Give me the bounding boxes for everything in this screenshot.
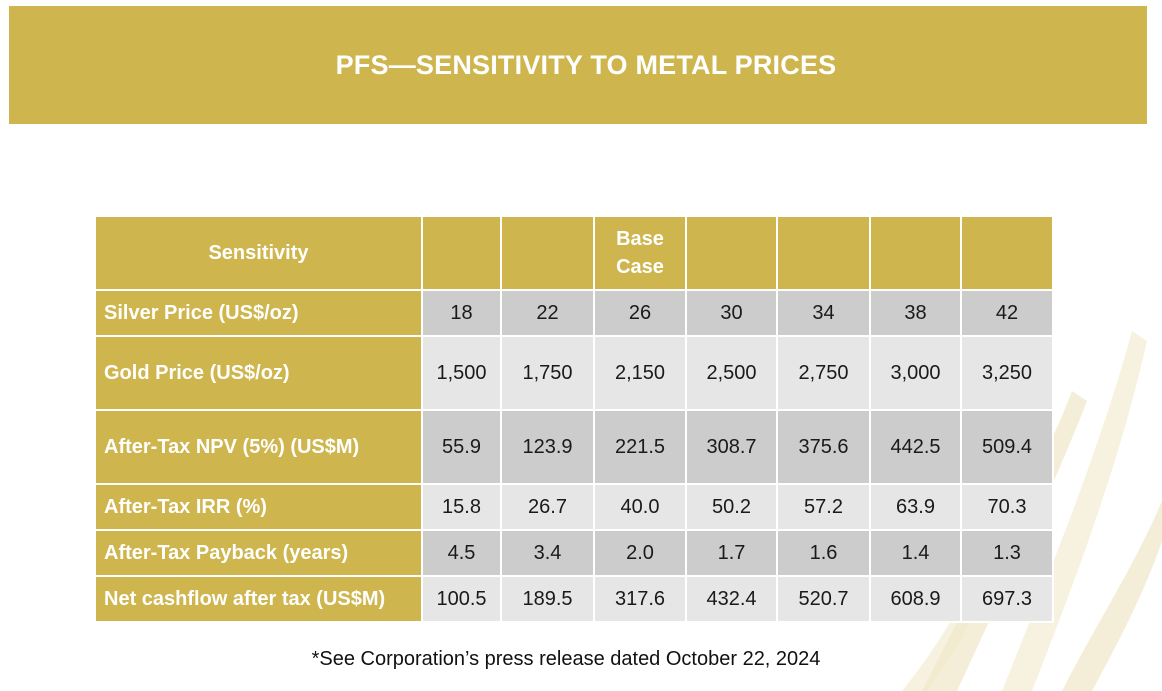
header-sensitivity-label: Sensitivity: [94, 215, 423, 291]
table-cell: 38: [869, 289, 962, 337]
table-cell: 30: [685, 289, 778, 337]
table-row-irr: After-Tax IRR (%) 15.8 26.7 40.0 50.2 57…: [94, 483, 1054, 531]
table-cell: 608.9: [869, 575, 962, 623]
table-cell: 221.5: [593, 409, 687, 485]
header-cell: [869, 215, 962, 291]
table-cell: 1,500: [421, 335, 502, 411]
table-cell: 1.7: [685, 529, 778, 577]
table-cell: 4.5: [421, 529, 502, 577]
row-label: Silver Price (US$/oz): [94, 289, 423, 337]
table-row-gold-price: Gold Price (US$/oz) 1,500 1,750 2,150 2,…: [94, 335, 1054, 411]
table-cell: 1,750: [500, 335, 595, 411]
header-base-case: Base Case: [593, 215, 687, 291]
table-cell: 2.0: [593, 529, 687, 577]
footnote: *See Corporation’s press release dated O…: [311, 648, 821, 670]
sensitivity-table: Sensitivity Base Case Silver Price (US$/…: [94, 215, 1054, 623]
table-cell: 1.3: [960, 529, 1054, 577]
table-cell: 42: [960, 289, 1054, 337]
table-cell: 2,150: [593, 335, 687, 411]
table-cell: 2,750: [776, 335, 871, 411]
header-cell: [685, 215, 778, 291]
table-cell: 317.6: [593, 575, 687, 623]
table-cell: 432.4: [685, 575, 778, 623]
table-cell: 3.4: [500, 529, 595, 577]
table-cell: 375.6: [776, 409, 871, 485]
table-cell: 63.9: [869, 483, 962, 531]
table-cell: 123.9: [500, 409, 595, 485]
table-cell: 1.6: [776, 529, 871, 577]
table-cell: 40.0: [593, 483, 687, 531]
header-row: Sensitivity Base Case: [94, 215, 1054, 291]
table-cell: 509.4: [960, 409, 1054, 485]
row-label: After-Tax IRR (%): [94, 483, 423, 531]
table-cell: 18: [421, 289, 502, 337]
table-cell: 520.7: [776, 575, 871, 623]
table-cell: 697.3: [960, 575, 1054, 623]
table-row-net-cashflow: Net cashflow after tax (US$M) 100.5 189.…: [94, 575, 1054, 623]
page-title: PFS—SENSITIVITY TO METAL PRICES: [335, 49, 837, 80]
table-row-npv: After-Tax NPV (5%) (US$M) 55.9 123.9 221…: [94, 409, 1054, 485]
table-cell: 15.8: [421, 483, 502, 531]
row-label: Gold Price (US$/oz): [94, 335, 423, 411]
header-cell: [776, 215, 871, 291]
table-cell: 34: [776, 289, 871, 337]
table-cell: 55.9: [421, 409, 502, 485]
title-banner: PFS—SENSITIVITY TO METAL PRICES: [9, 6, 1147, 124]
header-cell: [421, 215, 502, 291]
table-cell: 26.7: [500, 483, 595, 531]
table-cell: 442.5: [869, 409, 962, 485]
table-cell: 100.5: [421, 575, 502, 623]
table-cell: 1.4: [869, 529, 962, 577]
table-cell: 308.7: [685, 409, 778, 485]
header-cell: [960, 215, 1054, 291]
row-label: Net cashflow after tax (US$M): [94, 575, 423, 623]
row-label: After-Tax Payback (years): [94, 529, 423, 577]
table-row-payback: After-Tax Payback (years) 4.5 3.4 2.0 1.…: [94, 529, 1054, 577]
table-cell: 189.5: [500, 575, 595, 623]
table-cell: 3,250: [960, 335, 1054, 411]
table-cell: 70.3: [960, 483, 1054, 531]
table-row-silver-price: Silver Price (US$/oz) 18 22 26 30 34 38 …: [94, 289, 1054, 337]
table-cell: 22: [500, 289, 595, 337]
table-cell: 50.2: [685, 483, 778, 531]
table-cell: 3,000: [869, 335, 962, 411]
row-label: After-Tax NPV (5%) (US$M): [94, 409, 423, 485]
table-cell: 57.2: [776, 483, 871, 531]
table-cell: 2,500: [685, 335, 778, 411]
header-cell: [500, 215, 595, 291]
table-cell: 26: [593, 289, 687, 337]
